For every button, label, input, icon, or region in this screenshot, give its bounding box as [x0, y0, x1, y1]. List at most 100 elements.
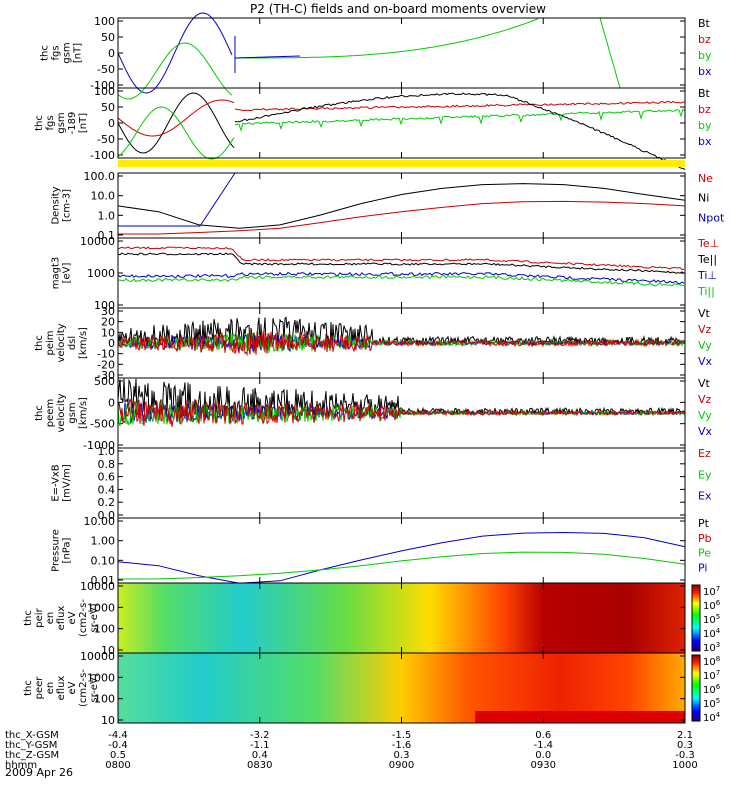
- x-tick-label: -4.4: [108, 730, 128, 741]
- y-axis-label: fgs: [51, 45, 62, 60]
- x-tick-label: 0830: [247, 760, 272, 771]
- y-tick-label: 0: [108, 337, 115, 350]
- legend-entry: Vz: [698, 393, 712, 406]
- x-tick-label: 0.3: [394, 750, 410, 761]
- colorbar-exponent: 3: [716, 641, 720, 649]
- y-axis-label: eflux: [56, 606, 67, 631]
- x-tick-label: 0800: [105, 760, 130, 771]
- panel-frame: [117, 237, 686, 309]
- y-axis-label: eV: [67, 611, 78, 624]
- plot-title: P2 (TH-C) fields and on-board moments ov…: [250, 2, 546, 16]
- y-axis-label: [eV]: [62, 263, 73, 284]
- Ne-trace: [118, 200, 686, 235]
- x-tick-label: -1.5: [392, 730, 412, 741]
- y-tick-label: -50: [97, 133, 115, 146]
- vz-trace: [117, 331, 686, 357]
- y-axis-label: [nPa]: [62, 537, 73, 563]
- bt-trace: [117, 92, 235, 154]
- legend-entry: Te⊥: [697, 237, 719, 250]
- y-tick-label: -100: [90, 149, 115, 162]
- y-axis-label: [km/s]: [78, 327, 89, 359]
- y-tick-label: 10000: [80, 580, 115, 593]
- y-tick-label: -500: [90, 418, 115, 431]
- colorbar-label: 104: [703, 711, 721, 724]
- legend-entry: Vz: [698, 323, 712, 336]
- y-tick-label: 1000: [87, 671, 115, 684]
- colorbar-label: 106: [703, 683, 721, 696]
- legend-entry: Ti||: [697, 285, 715, 298]
- mode-bar: [118, 160, 685, 167]
- bz-trace-2: [234, 100, 686, 112]
- legend-entry: Ex: [698, 490, 712, 503]
- y-axis-label: peim: [45, 330, 56, 355]
- y-axis-label: en: [45, 682, 56, 695]
- y-tick-label: 0: [108, 396, 115, 409]
- x-tick-label: -1.4: [533, 740, 553, 751]
- panel-frame: [117, 447, 686, 519]
- by-trace: [117, 42, 233, 100]
- x-tick-label: -0.3: [675, 750, 695, 761]
- panel-1: 100 50 0 -50 -100 thc fgs gsm [nT] Bt bz by bx: [40, 12, 712, 100]
- y-tick-label: 100.0: [84, 170, 116, 183]
- npot-trace: [118, 172, 236, 227]
- y-tick-label: 0.0: [98, 509, 116, 522]
- x-tick-label: 2.1: [677, 730, 693, 741]
- y-axis-label: [mV/m]: [62, 464, 73, 502]
- y-axis-label: fgs: [45, 115, 56, 130]
- colorbar-exponent: 4: [716, 711, 721, 719]
- panel-6: 500 0 -500 -1000 thc peem velocity gsm [km/s] Vt V…: [34, 375, 713, 452]
- y-tick-label: 10: [101, 644, 115, 657]
- y-axis-label: en: [45, 612, 56, 625]
- legend-entry: Pe: [698, 547, 711, 560]
- legend-entry: Ez: [698, 447, 711, 460]
- y-tick-label: 0: [108, 117, 115, 130]
- y-tick-label: 10: [101, 326, 115, 339]
- y-axis-label: thc: [34, 335, 45, 351]
- x-tick-label: 1000: [672, 760, 697, 771]
- colorbar-label: 108: [703, 655, 720, 668]
- vz-trace: [117, 398, 686, 427]
- x-tick-label: 0900: [389, 760, 414, 771]
- legend-entry: Ti⊥: [697, 269, 717, 282]
- colorbar-label: 104: [703, 627, 721, 640]
- y-axis-label: dsl: [67, 336, 78, 350]
- y-axis-label: thc: [23, 680, 34, 696]
- legend-entry: Vx: [698, 355, 713, 368]
- x-tick-label: -1.6: [392, 740, 412, 751]
- legend-entry: by: [698, 119, 712, 132]
- colorbar-exponent: 6: [716, 599, 721, 607]
- panel-2: 100 50 0 -50 -100 thc fgs gsm -189 [nT] Bt bz by bx: [34, 85, 712, 171]
- x-row-label: thc_Z-GSM: [5, 750, 59, 761]
- y-tick-label: 1000: [87, 267, 115, 280]
- panel-frame: [117, 17, 686, 89]
- y-axis-label: [nT]: [78, 113, 89, 133]
- x-tick-label: 0.0: [535, 750, 551, 761]
- colorbar-label: 103: [703, 641, 720, 654]
- legend-entry: Bt: [698, 17, 711, 30]
- legend-entry: bx: [698, 135, 712, 148]
- by-trace-2: [235, 18, 539, 59]
- y-tick-label: 1.0: [98, 445, 116, 458]
- y-axis-label: (cm2-s-: [78, 669, 89, 707]
- y-tick-label: 10: [101, 714, 115, 727]
- y-tick-label: 50: [101, 31, 115, 44]
- y-axis-label: [nT]: [73, 43, 84, 63]
- y-tick-label: -100: [90, 79, 115, 92]
- legend-entry: Vx: [698, 425, 713, 438]
- x-tick-label: 0.6: [535, 730, 551, 741]
- bt-trace-2: [234, 92, 686, 171]
- y-tick-label: 0.8: [98, 458, 116, 471]
- y-axis-label: peem: [45, 399, 56, 427]
- y-tick-label: 10.0: [91, 190, 116, 203]
- y-tick-label: 0.4: [98, 483, 116, 496]
- legend-entry: Bt: [698, 87, 711, 100]
- y-tick-label: -30: [97, 369, 115, 382]
- x-axis: thc_X-GSM -4.4 -3.2 -1.5 0.6 2.1 thc_Y-GSM -0.4…: [5, 730, 698, 771]
- y-axis-label: E=-VxB: [51, 464, 62, 501]
- x-tick-label: -1.1: [250, 740, 270, 751]
- legend-entry: Pb: [698, 532, 712, 545]
- by-spike: [599, 17, 621, 89]
- y-tick-label: 100: [94, 299, 115, 312]
